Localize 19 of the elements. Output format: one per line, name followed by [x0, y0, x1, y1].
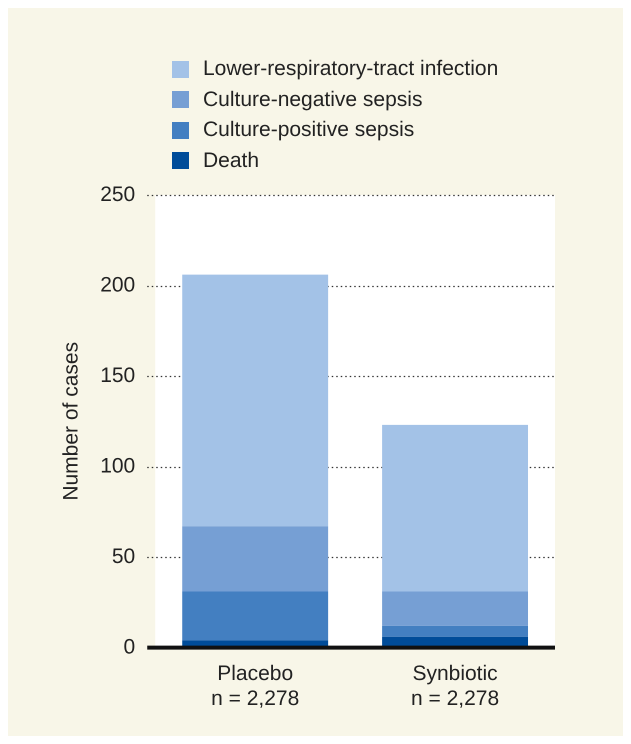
- legend-label: Lower-respiratory-tract infection: [203, 57, 498, 82]
- legend-label: Culture-negative sepsis: [203, 88, 422, 112]
- y-tick-label: 150: [100, 364, 136, 387]
- y-tick-label: 0: [124, 635, 136, 658]
- y-tick-label: 250: [100, 182, 136, 206]
- y-tick-label: 200: [100, 273, 136, 296]
- bar: [382, 424, 528, 592]
- x-tick-label: Synbiotic n = 2,278: [410, 662, 500, 710]
- y-tick-label: 50: [112, 544, 136, 568]
- legend-label: Culture-positive sepsis: [203, 118, 414, 142]
- bar: [182, 591, 328, 640]
- bar: [182, 274, 328, 526]
- legend-label: Death: [203, 148, 260, 173]
- bar: [382, 591, 528, 626]
- bar: [382, 626, 528, 637]
- y-axis-title: Number of cases: [59, 342, 82, 501]
- x-tick-label: Placebo n = 2,278: [211, 662, 300, 710]
- bar: [182, 526, 328, 592]
- y-tick-label: 100: [100, 454, 136, 478]
